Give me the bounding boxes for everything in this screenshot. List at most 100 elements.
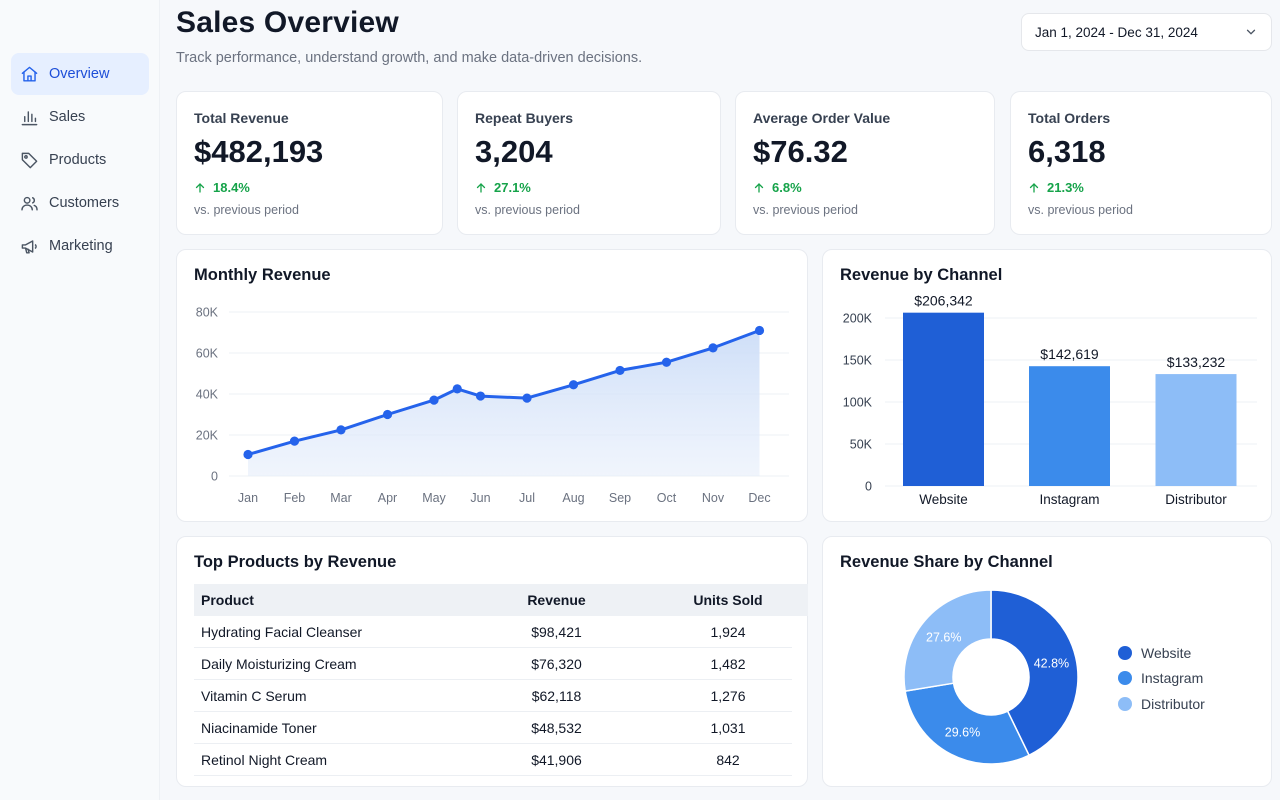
kpi-change-value: 21.3%: [1047, 180, 1084, 195]
y-tick-label: 80K: [196, 306, 219, 320]
kpi-note: vs. previous period: [753, 203, 858, 217]
data-point: [289, 436, 300, 446]
bar-instagram: [1029, 366, 1110, 486]
chart-title: Revenue by Channel: [840, 266, 1003, 284]
cell-product: Hydrating Facial Cleanser: [201, 624, 363, 640]
cell-revenue: $98,421: [531, 624, 582, 640]
x-tick-label: Jun: [470, 491, 490, 505]
sidebar-item-customers[interactable]: Customers: [11, 182, 149, 224]
kpi-change: 6.8%: [753, 180, 802, 195]
table-title: Top Products by Revenue: [194, 553, 397, 571]
data-point: [522, 393, 532, 403]
bar-value-label: $133,232: [1167, 354, 1226, 370]
x-tick-label: Dec: [748, 491, 770, 505]
kpi-label: Total Orders: [1028, 110, 1111, 126]
sidebar-item-overview[interactable]: Overview: [11, 53, 149, 95]
bar-distributor: [1155, 374, 1237, 486]
revenue-share-chart: 42.8% 29.6% 27.6%: [903, 589, 1079, 765]
column-header-product: Product: [201, 592, 254, 608]
sidebar-item-products[interactable]: Products: [11, 139, 149, 181]
table-row[interactable]: Retinol Night Cream $41,906 842: [194, 744, 792, 776]
slice-distributor: [903, 589, 992, 693]
cell-units-sold: 1,031: [710, 720, 746, 736]
data-point: [475, 391, 486, 401]
legend-label: Website: [1141, 644, 1192, 661]
kpi-value: 6,318: [1028, 134, 1106, 169]
cell-product: Niacinamide Toner: [201, 720, 317, 736]
y-tick-label: 40K: [196, 388, 219, 402]
legend-dot: [1118, 696, 1132, 711]
page-title: Sales Overview: [176, 6, 399, 39]
legend-item-distributor: Distributor: [1118, 691, 1205, 717]
table-row[interactable]: Vitamin C Serum $62,118 1,276: [194, 680, 792, 712]
legend-item-website: Website: [1118, 640, 1205, 666]
kpi-card-average-order-value: Average Order Value $76.32 6.8% vs. prev…: [735, 91, 995, 235]
x-tick-label: Jan: [238, 491, 258, 505]
data-point: [708, 343, 718, 353]
top-products-card: Top Products by Revenue Product Revenue …: [176, 536, 808, 787]
y-tick-label: 50K: [850, 438, 873, 452]
date-range-text: Jan 1, 2024 - Dec 31, 2024: [1035, 24, 1198, 40]
bar-website: [903, 312, 984, 486]
kpi-card-total-orders: Total Orders 6,318 21.3% vs. previous pe…: [1010, 91, 1272, 235]
kpi-label: Repeat Buyers: [475, 110, 574, 126]
x-tick-label: Feb: [284, 491, 306, 505]
legend-dot: [1118, 671, 1132, 686]
data-point: [452, 384, 462, 394]
monthly-revenue-card: Monthly Revenue 0 20K 40K 60K 80K Jan Feb Mar Ap…: [176, 249, 808, 522]
sidebar: Overview Sales Products Customers Market…: [0, 0, 160, 800]
sidebar-item-label: Sales: [49, 109, 86, 125]
users-icon: [21, 196, 38, 211]
kpi-change: 21.3%: [1028, 180, 1084, 195]
bar-chart-icon: [21, 110, 38, 125]
kpi-value: $76.32: [753, 134, 848, 169]
x-tick-label: Nov: [702, 491, 725, 505]
kpi-card-repeat-buyers: Repeat Buyers 3,204 27.1% vs. previous p…: [457, 91, 721, 235]
slice-website: [990, 589, 1079, 757]
arrow-up-icon: [195, 182, 205, 193]
y-tick-label: 0: [865, 480, 872, 494]
arrow-up-icon: [754, 182, 764, 193]
megaphone-icon: [21, 239, 37, 254]
cell-revenue: $41,906: [531, 752, 582, 768]
legend-label: Distributor: [1141, 695, 1205, 712]
kpi-value: $482,193: [194, 134, 324, 169]
y-tick-label: 0: [211, 470, 218, 484]
x-tick-label: Aug: [562, 491, 584, 505]
kpi-note: vs. previous period: [194, 203, 299, 217]
cell-product: Retinol Night Cream: [201, 752, 328, 768]
x-tick-label: Instagram: [1039, 492, 1099, 507]
data-point: [615, 365, 625, 376]
sidebar-item-label: Overview: [49, 66, 110, 82]
x-tick-label: May: [422, 491, 446, 505]
data-point: [568, 380, 579, 390]
cell-units-sold: 842: [716, 752, 740, 768]
sidebar-item-marketing[interactable]: Marketing: [11, 225, 149, 267]
chart-title: Monthly Revenue: [194, 266, 331, 284]
column-header-revenue: Revenue: [527, 592, 586, 608]
sidebar-item-sales[interactable]: Sales: [11, 96, 149, 138]
bar-value-label: $206,342: [914, 293, 973, 309]
data-point: [336, 425, 346, 435]
home-icon: [21, 66, 38, 82]
chart-legend: Website Instagram Distributor: [1118, 640, 1205, 717]
bar-value-label: $142,619: [1040, 346, 1099, 362]
cell-units-sold: 1,482: [710, 656, 746, 672]
date-range-picker[interactable]: Jan 1, 2024 - Dec 31, 2024: [1021, 13, 1272, 51]
kpi-change: 27.1%: [475, 180, 531, 195]
table-row[interactable]: Niacinamide Toner $48,532 1,031: [194, 712, 792, 744]
kpi-note: vs. previous period: [1028, 203, 1133, 217]
cell-revenue: $76,320: [531, 656, 582, 672]
kpi-value: 3,204: [475, 134, 553, 169]
table-row[interactable]: Daily Moisturizing Cream $76,320 1,482: [194, 648, 792, 680]
kpi-change: 18.4%: [194, 180, 250, 195]
legend-dot: [1118, 645, 1132, 660]
kpi-label: Total Revenue: [194, 110, 289, 126]
x-tick-label: Distributor: [1165, 492, 1227, 507]
chart-title: Revenue Share by Channel: [840, 553, 1053, 571]
data-point: [754, 325, 765, 336]
sidebar-item-label: Customers: [49, 195, 120, 211]
slice-label: 42.8%: [1034, 657, 1069, 671]
legend-item-instagram: Instagram: [1118, 666, 1205, 692]
table-row[interactable]: Hydrating Facial Cleanser $98,421 1,924: [194, 616, 792, 648]
